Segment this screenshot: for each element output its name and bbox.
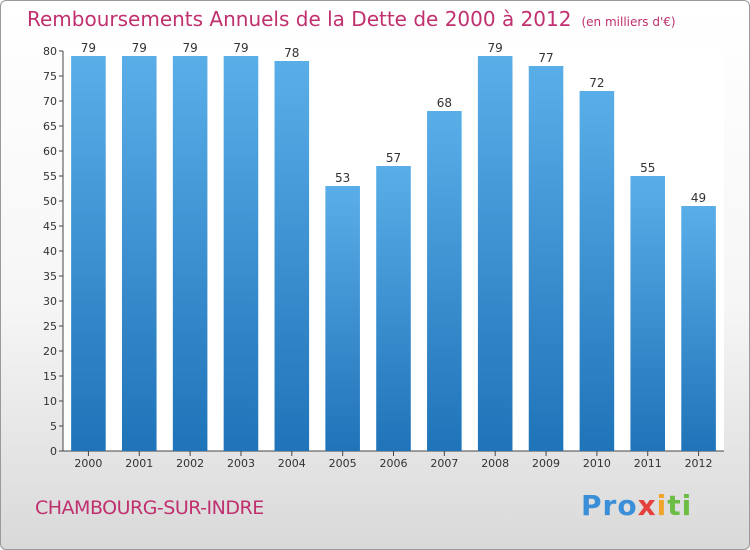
data-label-2001: 79 xyxy=(132,41,147,55)
bar-2003 xyxy=(223,56,259,451)
y-tick-label: 50 xyxy=(43,195,57,208)
x-tick-label: 2012 xyxy=(685,457,713,470)
data-labels: 79 79 79 79 78 53 57 68 79 77 72 55 49 xyxy=(81,41,706,205)
bar-2000 xyxy=(71,56,106,451)
data-label-2009: 77 xyxy=(538,51,553,65)
data-label-2006: 57 xyxy=(386,151,401,165)
data-label-2011: 55 xyxy=(640,161,655,175)
y-tick-label: 80 xyxy=(43,45,57,58)
x-tick-label: 2006 xyxy=(380,457,408,470)
y-tick-label: 20 xyxy=(43,345,57,358)
y-tick-label: 30 xyxy=(43,295,57,308)
data-label-2008: 79 xyxy=(488,41,503,55)
data-label-2005: 53 xyxy=(335,171,350,185)
x-tick-label: 2005 xyxy=(329,457,357,470)
data-label-2000: 79 xyxy=(81,41,96,55)
bar-2009 xyxy=(528,66,564,451)
bar-2008 xyxy=(477,56,513,451)
y-tick-label: 5 xyxy=(50,420,57,433)
city-name: CHAMBOURG-SUR-INDRE xyxy=(35,497,264,519)
data-label-2004: 78 xyxy=(284,46,299,60)
bar-2001 xyxy=(121,56,157,451)
x-tick-label: 2010 xyxy=(583,457,611,470)
y-tick-label: 55 xyxy=(43,170,57,183)
chart-title: Remboursements Annuels de la Dette de 20… xyxy=(27,7,676,31)
y-tick-label: 10 xyxy=(43,395,57,408)
y-tick-label: 45 xyxy=(43,220,57,233)
y-tick-label: 40 xyxy=(43,245,57,258)
bar-2002 xyxy=(172,56,208,451)
data-label-2002: 79 xyxy=(182,41,197,55)
y-tick-label: 75 xyxy=(43,70,57,83)
proxiti-logo: Proxiti xyxy=(581,489,692,522)
x-tick-label: 2007 xyxy=(430,457,458,470)
bar-2012 xyxy=(681,206,716,451)
bar-2004 xyxy=(274,61,310,451)
data-label-2003: 79 xyxy=(233,41,248,55)
y-tick-label: 15 xyxy=(43,370,57,383)
y-axis: 0 5 10 15 20 25 30 35 40 45 50 55 60 65 70 75 80 xyxy=(43,45,64,458)
y-tick-label: 60 xyxy=(43,145,57,158)
bar-2007 xyxy=(427,111,462,451)
bar-2011 xyxy=(630,176,666,451)
x-tick-label: 2009 xyxy=(532,457,560,470)
x-tick-label: 2004 xyxy=(278,457,306,470)
bar-2006 xyxy=(376,166,411,451)
x-tick-label: 2008 xyxy=(481,457,509,470)
chart-title-text: Remboursements Annuels de la Dette de 20… xyxy=(27,7,572,31)
y-tick-label: 65 xyxy=(43,120,57,133)
logo-letter-x: x xyxy=(637,489,657,522)
x-tick-label: 2002 xyxy=(176,457,204,470)
y-tick-label: 0 xyxy=(50,445,57,458)
bars xyxy=(71,56,716,451)
chart-unit: (en milliers d'€) xyxy=(581,15,676,29)
x-axis: 2000 2001 2002 2003 2004 2005 2006 2007 2008 2009… xyxy=(63,450,724,470)
bar-2010 xyxy=(579,91,615,451)
logo-letter-i: i xyxy=(656,489,668,522)
y-tick-label: 70 xyxy=(43,95,57,108)
x-tick-label: 2003 xyxy=(227,457,255,470)
data-label-2010: 72 xyxy=(589,76,604,90)
data-label-2007: 68 xyxy=(437,96,452,110)
y-tick-label: 35 xyxy=(43,270,57,283)
bar-2005 xyxy=(325,186,360,451)
logo-letters-ti: ti xyxy=(667,489,693,522)
y-tick-label: 25 xyxy=(43,320,57,333)
x-tick-label: 2001 xyxy=(125,457,153,470)
data-label-2012: 49 xyxy=(691,191,706,205)
x-tick-label: 2000 xyxy=(74,457,102,470)
x-tick-label: 2011 xyxy=(634,457,662,470)
logo-letters-pro: Pro xyxy=(581,489,638,522)
